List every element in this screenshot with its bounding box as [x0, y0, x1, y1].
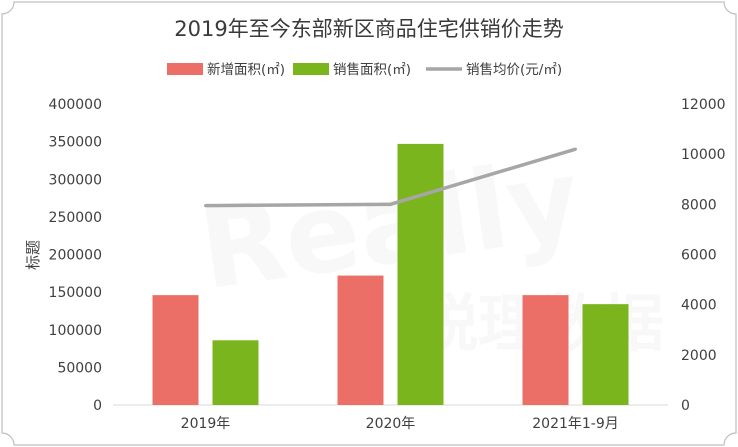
x-tick-label: 2020年: [366, 416, 416, 432]
bars: [152, 143, 629, 405]
line-point-2: [574, 147, 577, 151]
chart-title: 2019年至今东部新区商品住宅供销价走势: [174, 17, 563, 41]
bar-0-1: [337, 275, 384, 405]
y-tick-label: 50000: [57, 360, 102, 376]
bar-1-0: [212, 340, 259, 405]
y2-tick-label: 6000: [681, 248, 717, 264]
y-tick-label: 0: [93, 398, 102, 414]
y2-tick-label: 10000: [681, 147, 726, 163]
bar-0-0: [152, 295, 199, 405]
y2-tick-label: 2000: [681, 348, 717, 364]
x-tick-label: 2021年1-9月: [532, 416, 619, 432]
y2-tick-label: 0: [681, 398, 690, 414]
bar-1-1: [397, 143, 444, 405]
y-tick-label: 350000: [49, 135, 102, 151]
y-tick-label: 200000: [49, 248, 102, 264]
bar-1-2: [582, 304, 629, 405]
line-series: [204, 147, 577, 208]
y-tick-label: 400000: [49, 97, 102, 113]
y2-tick-label: 4000: [681, 298, 717, 314]
y-tick-label: 100000: [49, 323, 102, 339]
legend-label-0: 新增面积(㎡): [207, 62, 285, 78]
legend-label-2: 销售均价(元/㎡): [466, 62, 562, 78]
y-tick-label: 250000: [49, 210, 102, 226]
line-point-0: [204, 204, 207, 208]
bar-0-2: [522, 295, 569, 405]
y2-tick-label: 12000: [681, 97, 726, 113]
legend-label-1: 销售面积(㎡): [333, 62, 411, 78]
legend-swatch-1: [293, 63, 329, 75]
legend: 新增面积(㎡) 销售面积(㎡) 销售均价(元/㎡): [167, 62, 562, 78]
y-axis-left: 0 50000 100000 150000 200000 250000 300000 3500…: [49, 97, 102, 414]
x-tick-label: 2019年: [181, 416, 231, 432]
legend-swatch-0: [167, 63, 203, 75]
y-axis-label: 标题: [24, 240, 42, 270]
y-axis-right: 0 2000 4000 6000 8000 10000 12000: [681, 97, 726, 414]
y-tick-label: 300000: [49, 172, 102, 188]
y-tick-label: 150000: [49, 285, 102, 301]
y2-tick-label: 8000: [681, 197, 717, 213]
x-axis: 2019年 2020年 2021年1-9月: [181, 416, 619, 432]
line-point-1: [389, 202, 392, 206]
